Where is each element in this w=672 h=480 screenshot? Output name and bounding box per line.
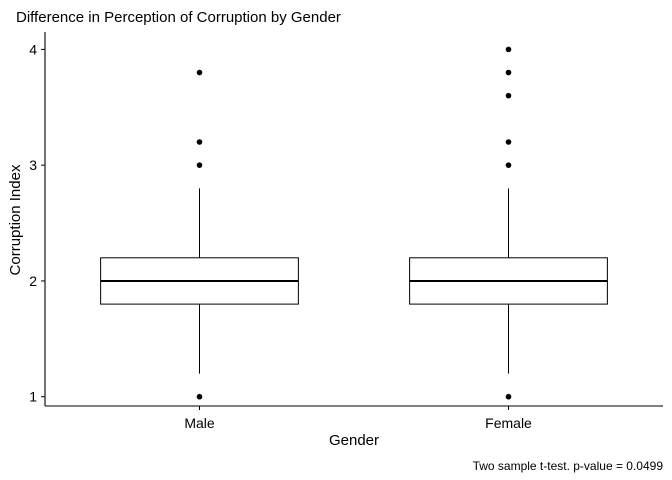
outlier-point-female	[505, 393, 512, 400]
outlier-point-female	[505, 162, 512, 168]
outlier-point-male	[196, 69, 203, 76]
plot-area: 1 2 3 4 Male Female	[29, 32, 663, 431]
x-tick-label-female: Female	[485, 415, 532, 431]
y-tick-label: 2	[29, 273, 37, 289]
x-tick-label-male: Male	[184, 415, 215, 431]
outlier-point-female	[505, 92, 512, 99]
outlier-point-male	[196, 162, 203, 168]
y-axis-title: Corruption Index	[7, 164, 24, 275]
y-tick-label: 3	[29, 157, 37, 173]
y-tick-label: 1	[29, 389, 37, 405]
outlier-point-male	[196, 139, 203, 145]
outlier-point-male	[196, 393, 203, 400]
y-tick-label: 4	[29, 41, 37, 57]
outlier-point-female	[505, 46, 512, 53]
outlier-point-female	[505, 139, 512, 145]
t-test-caption: Two sample t-test. p-value = 0.0499	[473, 459, 664, 473]
chart-title: Difference in Perception of Corruption b…	[16, 9, 341, 26]
x-axis-title: Gender	[329, 432, 379, 449]
outlier-point-female	[505, 69, 512, 76]
